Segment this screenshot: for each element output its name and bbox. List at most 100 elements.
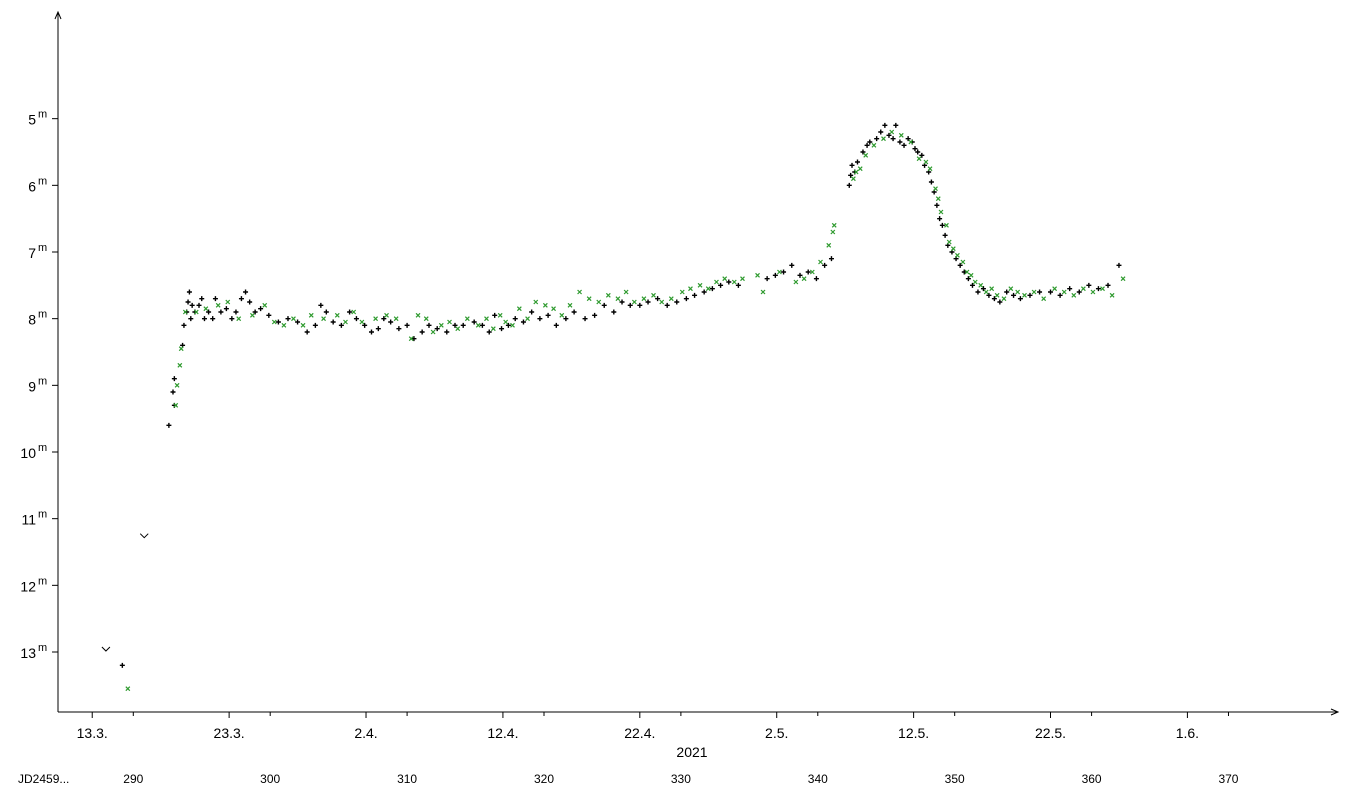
data-point-x <box>1090 289 1096 295</box>
data-point-plus <box>545 312 551 318</box>
data-point-plus <box>854 159 860 165</box>
data-point-plus <box>212 296 218 302</box>
data-point-plus <box>258 306 264 312</box>
data-point-plus <box>735 282 741 288</box>
data-point-x <box>989 286 995 292</box>
data-point-plus <box>849 162 855 168</box>
x-date-tick-label: 22.5. <box>1035 725 1066 741</box>
data-point-plus <box>893 122 899 128</box>
data-point-plus <box>1105 282 1111 288</box>
data-point-plus <box>275 319 281 325</box>
data-point-plus <box>529 309 535 315</box>
data-point-x <box>908 139 914 145</box>
data-point-plus <box>206 309 212 315</box>
data-point-plus <box>186 289 192 295</box>
y-tick-label: 6 <box>28 178 36 194</box>
data-point-x <box>343 319 348 325</box>
data-point-plus <box>764 276 770 282</box>
data-point-plus <box>375 326 381 332</box>
data-point-plus <box>434 326 440 332</box>
data-point-x <box>889 129 895 135</box>
data-point-plus <box>772 272 778 278</box>
data-point-plus <box>189 302 195 308</box>
x-axis-arrow <box>1330 708 1340 716</box>
data-point-plus <box>520 319 526 325</box>
data-point-plus <box>330 319 336 325</box>
data-point-x <box>559 312 565 318</box>
data-point-plus <box>912 146 918 152</box>
data-point-x <box>178 346 184 352</box>
data-point-plus <box>1067 286 1073 292</box>
data-point-x <box>497 312 503 318</box>
data-point-x <box>714 279 719 285</box>
data-point-plus <box>965 276 971 282</box>
data-point-x <box>193 309 199 315</box>
data-point-plus <box>645 299 651 305</box>
data-point-x <box>605 292 611 298</box>
data-point-plus <box>505 322 511 328</box>
x-date-tick-label: 1.6. <box>1176 725 1199 741</box>
data-point-x <box>755 272 760 278</box>
data-point-plus <box>285 316 291 322</box>
data-point-plus <box>915 149 921 155</box>
data-point-plus <box>813 276 819 282</box>
data-point-x <box>393 316 399 322</box>
data-point-x <box>615 296 621 302</box>
data-point-x <box>334 312 340 318</box>
data-point-plus <box>942 232 948 238</box>
data-point-plus <box>318 302 324 308</box>
data-point-plus <box>961 269 967 275</box>
data-point-plus <box>867 139 873 145</box>
data-point-plus <box>582 316 588 322</box>
data-point-x <box>484 316 489 322</box>
data-point-x <box>177 362 183 368</box>
data-point-x <box>898 132 904 138</box>
data-point-x <box>291 316 296 322</box>
x-jd-tick-label: 370 <box>1218 772 1238 786</box>
x-jd-tick-label: 310 <box>397 772 417 786</box>
data-point-plus <box>196 302 202 308</box>
data-point-plus <box>1017 296 1023 302</box>
year-label: 2021 <box>676 744 707 760</box>
x-date-tick-label: 2.4. <box>354 725 377 741</box>
data-point-x <box>373 316 379 322</box>
data-point-x <box>853 169 859 175</box>
data-point-x <box>659 299 665 305</box>
data-point-plus <box>1037 289 1043 295</box>
data-point-plus <box>170 389 176 395</box>
data-point-plus <box>166 422 172 428</box>
data-point-plus <box>233 309 239 315</box>
y-tick-unit: m <box>38 175 47 187</box>
data-point-x <box>525 316 530 322</box>
data-point-x <box>516 306 522 312</box>
data-point-plus <box>185 299 191 305</box>
data-point-plus <box>323 309 329 315</box>
data-point-plus <box>890 136 896 142</box>
data-point-x <box>801 276 807 282</box>
data-point-plus <box>937 216 943 222</box>
data-point-plus <box>188 316 194 322</box>
data-point-plus <box>295 319 301 325</box>
data-point-plus <box>499 326 505 332</box>
y-tick-label: 10 <box>20 445 36 461</box>
data-point-x <box>503 319 509 325</box>
data-point-plus <box>674 299 680 305</box>
data-point-plus <box>486 329 492 335</box>
data-point-x <box>1109 292 1115 298</box>
data-point-x <box>933 186 938 192</box>
data-point-x <box>281 322 287 328</box>
data-point-x <box>923 159 929 165</box>
data-point-x <box>567 302 573 308</box>
x-date-tick-label: 12.5. <box>898 725 929 741</box>
data-point-x <box>623 289 629 295</box>
data-point-plus <box>980 286 986 292</box>
data-point-plus <box>882 122 888 128</box>
data-point-plus <box>897 139 903 145</box>
data-point-x <box>577 289 583 295</box>
data-point-x <box>1100 286 1105 292</box>
data-point-x <box>964 269 970 275</box>
data-point-x <box>983 289 989 295</box>
x-jd-tick-label: 300 <box>260 772 280 786</box>
data-point-plus <box>692 292 698 298</box>
data-point-x <box>641 296 647 302</box>
